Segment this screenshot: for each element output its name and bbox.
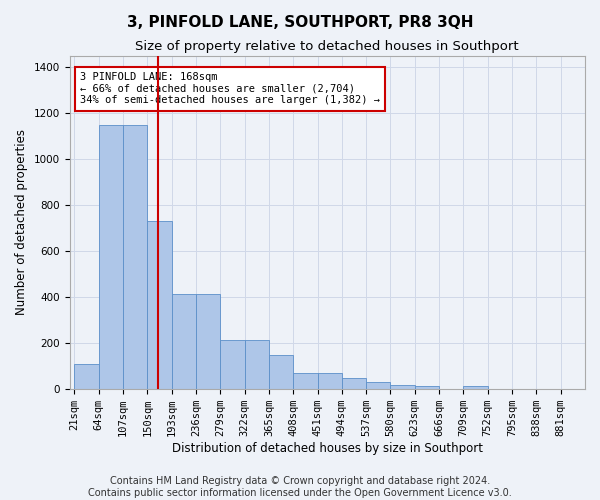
Bar: [342, 378, 366, 389]
Text: 3, PINFOLD LANE, SOUTHPORT, PR8 3QH: 3, PINFOLD LANE, SOUTHPORT, PR8 3QH: [127, 15, 473, 30]
Bar: [269, 355, 293, 389]
Bar: [391, 385, 415, 389]
Bar: [148, 221, 172, 389]
Text: 3 PINFOLD LANE: 168sqm
← 66% of detached houses are smaller (2,704)
34% of semi-: 3 PINFOLD LANE: 168sqm ← 66% of detached…: [80, 72, 380, 106]
Bar: [317, 372, 342, 389]
Bar: [172, 294, 196, 389]
Bar: [123, 124, 148, 389]
Bar: [463, 386, 488, 389]
Bar: [293, 372, 317, 389]
Bar: [196, 294, 220, 389]
Title: Size of property relative to detached houses in Southport: Size of property relative to detached ho…: [136, 40, 519, 53]
Bar: [415, 386, 439, 389]
Bar: [366, 382, 391, 389]
Bar: [220, 340, 245, 389]
Y-axis label: Number of detached properties: Number of detached properties: [15, 130, 28, 316]
Bar: [99, 124, 123, 389]
X-axis label: Distribution of detached houses by size in Southport: Distribution of detached houses by size …: [172, 442, 483, 455]
Bar: [245, 340, 269, 389]
Text: Contains HM Land Registry data © Crown copyright and database right 2024.
Contai: Contains HM Land Registry data © Crown c…: [88, 476, 512, 498]
Bar: [74, 364, 99, 389]
